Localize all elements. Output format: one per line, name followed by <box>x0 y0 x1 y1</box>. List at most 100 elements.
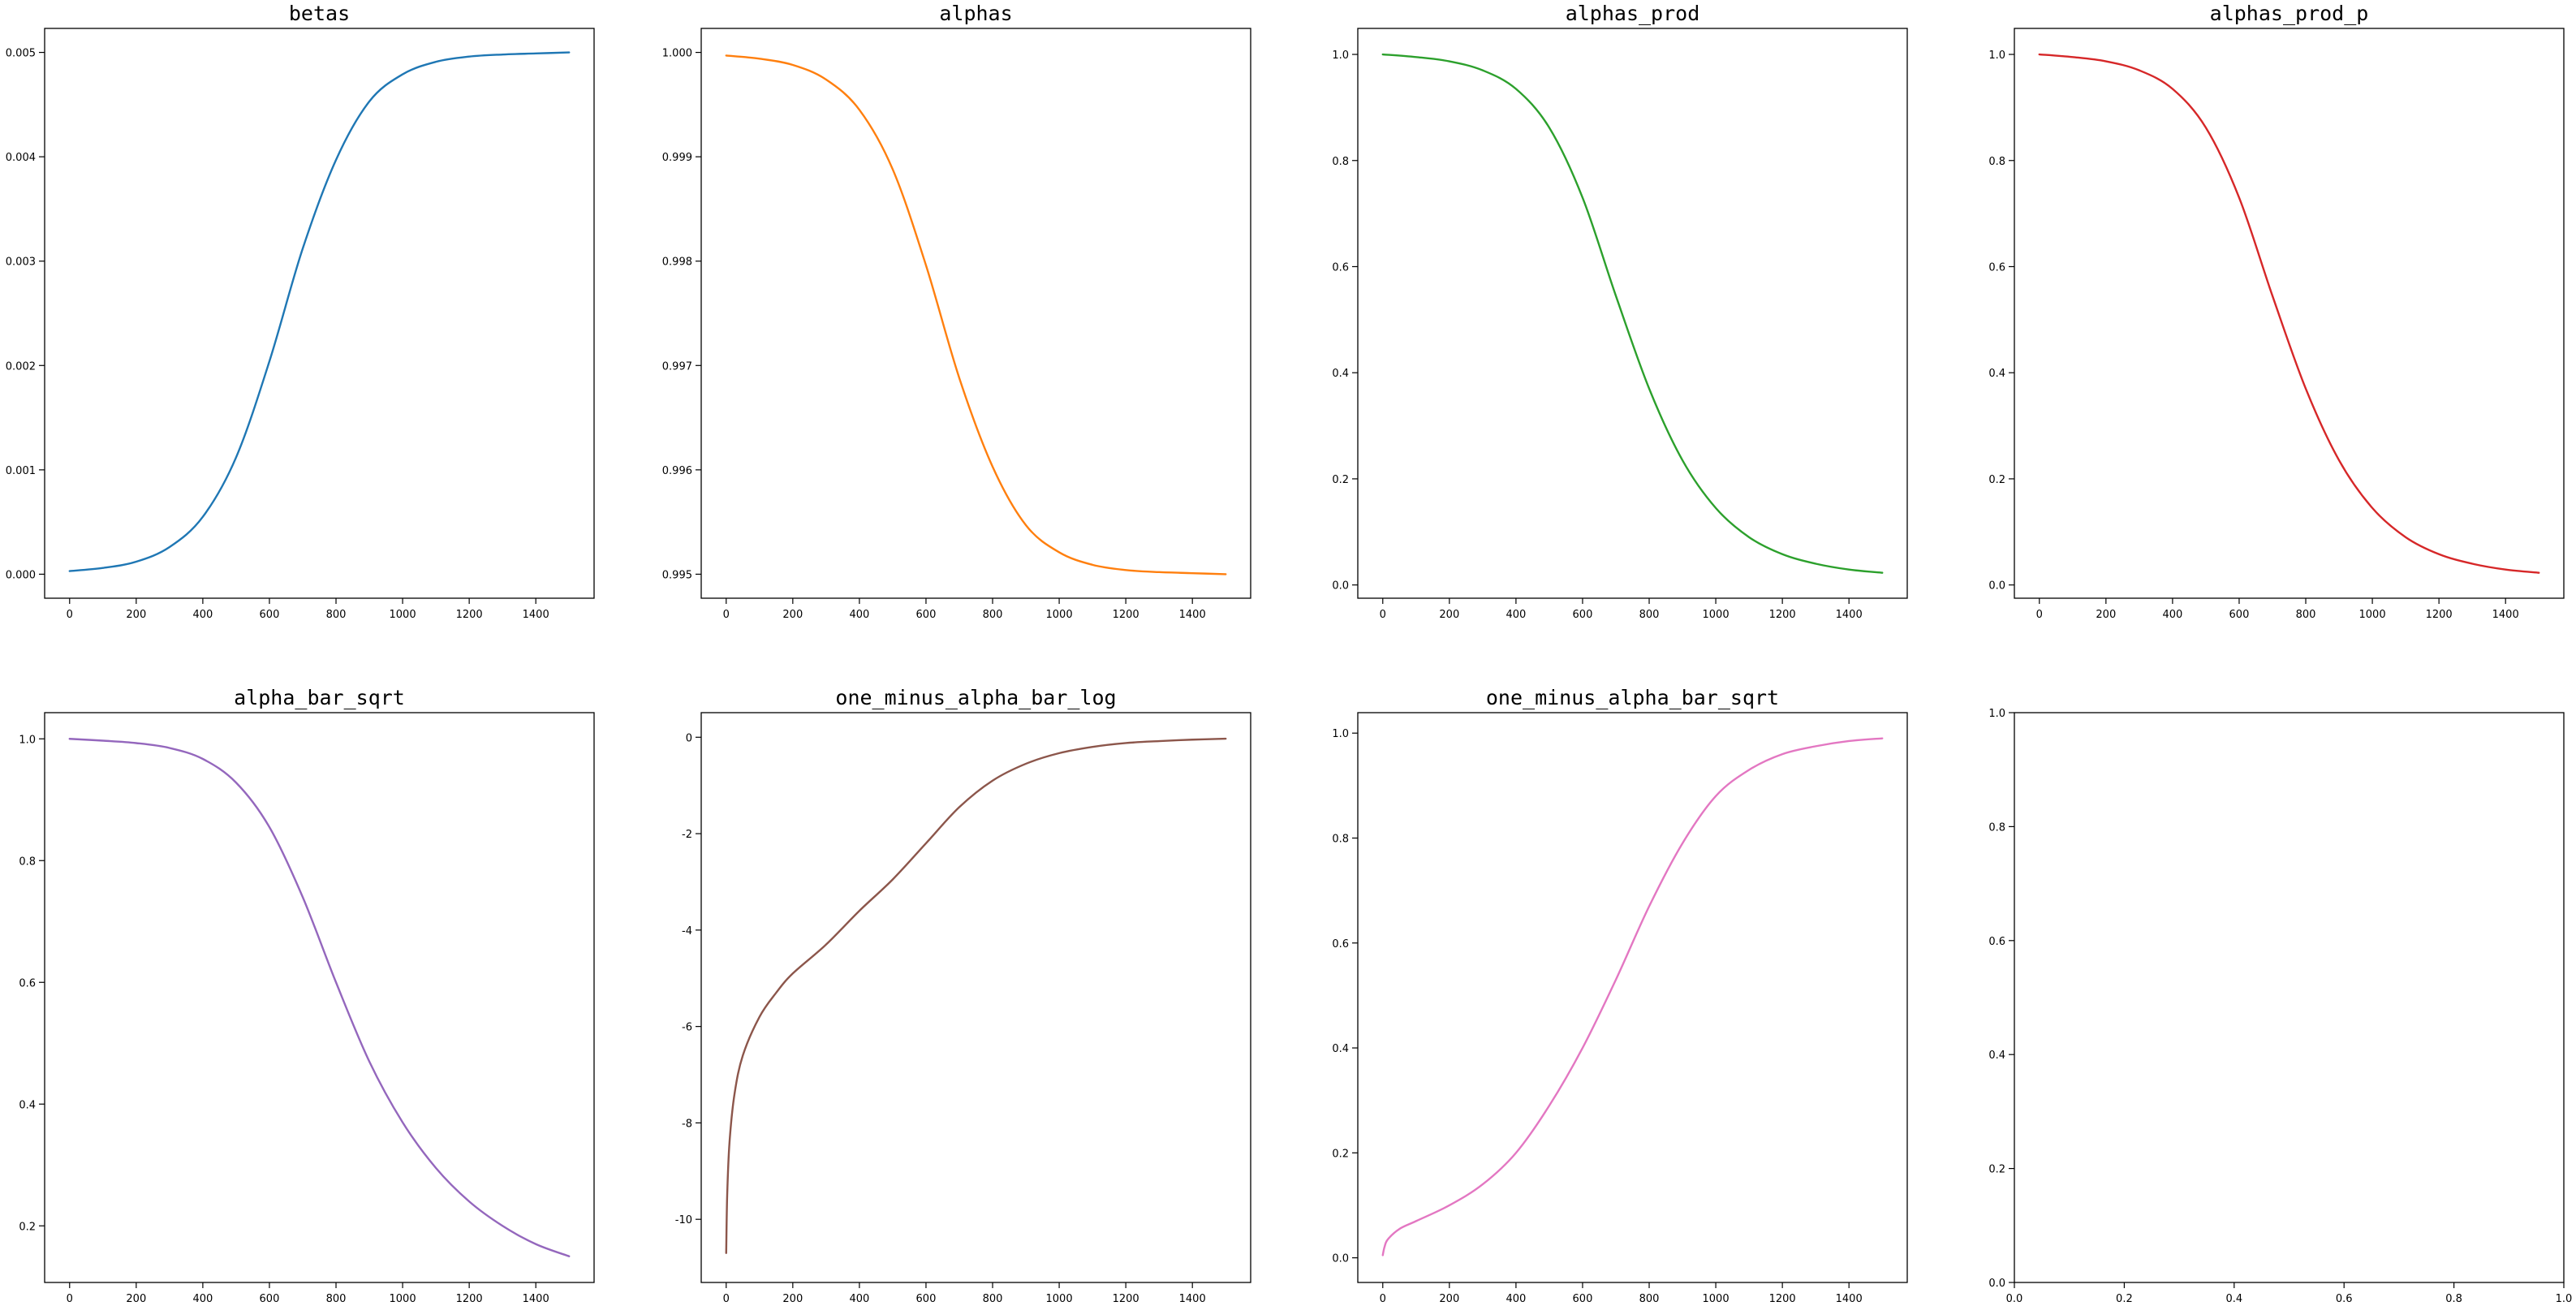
y-tick-label: 0.4 <box>1332 1043 1349 1055</box>
y-tick-label: 0.8 <box>1988 156 2005 168</box>
y-tick-label: 1.0 <box>19 734 36 746</box>
series-line <box>1381 53 1884 574</box>
y-tick-label: 0.004 <box>6 152 36 164</box>
y-tick-label: 0.005 <box>6 48 36 60</box>
subplot-2: alphas 0 200 400 600 800 1000 1200 1400 0.995 0.99… <box>662 2 1251 621</box>
y-tick-label: 0.4 <box>19 1099 36 1111</box>
y-tick-label: 0.6 <box>1988 936 2005 948</box>
x-tick-label: 0.0 <box>2006 1293 2023 1305</box>
subplot-4: alphas_prod_p 0 200 400 600 800 1000 1200 1400 0.… <box>1988 2 2565 621</box>
y-tick-label: 0.0 <box>1332 1253 1349 1265</box>
x-tick-label: 200 <box>1439 609 1459 621</box>
subplot-title: betas <box>289 2 350 25</box>
x-tick-label: 1.0 <box>2556 1293 2573 1305</box>
x-tick-label: 0 <box>723 609 730 621</box>
x-tick-label: 1200 <box>1113 1293 1139 1305</box>
x-tick-label: 0 <box>723 1293 730 1305</box>
y-tick-label: 0.003 <box>6 256 36 269</box>
x-tick-label: 200 <box>2096 609 2116 621</box>
x-tick-label: 1400 <box>1179 609 1206 621</box>
x-tick-label: 1200 <box>1769 1293 1796 1305</box>
y-tick-label: 0.0 <box>1332 580 1349 593</box>
x-tick-label: 1000 <box>1703 609 1730 621</box>
x-tick-label: 600 <box>2229 609 2250 621</box>
y-tick-label: 0.2 <box>19 1221 36 1233</box>
y-tick-label: 0.4 <box>1988 1050 2005 1062</box>
x-tick-label: 400 <box>1506 609 1526 621</box>
x-tick-label: 1000 <box>1046 609 1073 621</box>
x-tick-label: 0.4 <box>2225 1293 2242 1305</box>
x-tick-label: 1200 <box>1113 609 1139 621</box>
axes-frame <box>1357 28 1908 599</box>
y-tick-label: 1.0 <box>1332 728 1349 740</box>
x-tick-label: 1000 <box>1046 1293 1073 1305</box>
x-tick-label: 1400 <box>2492 609 2519 621</box>
x-tick-label: 1000 <box>2359 609 2386 621</box>
subplot-1: betas 0 200 400 600 800 1000 1200 1400 0.000 0.001… <box>6 2 595 621</box>
x-tick-label: 800 <box>326 609 347 621</box>
x-tick-label: 400 <box>192 609 213 621</box>
x-tick-label: 1400 <box>1179 1293 1206 1305</box>
axes-frame <box>44 712 595 1283</box>
y-tick-label: 0.002 <box>6 360 36 373</box>
y-tick-label: 1.0 <box>1988 50 2005 62</box>
y-tick-label: 0.6 <box>1332 261 1349 274</box>
x-tick-label: 800 <box>1639 609 1660 621</box>
y-tick-label: 0.8 <box>1332 833 1349 845</box>
subplot-7: one_minus_alpha_bar_sqrt 0 200 400 600 800 100… <box>1332 686 1908 1305</box>
x-tick-label: 1000 <box>1703 1293 1730 1305</box>
y-tick-label: -10 <box>675 1214 692 1226</box>
x-tick-label: 600 <box>916 1293 937 1305</box>
y-tick-label: 0.2 <box>1332 1148 1349 1160</box>
subplot-6: one_minus_alpha_bar_log 0 200 400 600 800 1000… <box>675 686 1251 1305</box>
y-tick-label: 0.6 <box>1988 261 2005 274</box>
y-tick-label: 0.6 <box>1332 938 1349 950</box>
subplot-title: alphas_prod_p <box>2210 2 2369 25</box>
x-tick-label: 600 <box>1573 1293 1593 1305</box>
y-tick-label: 0.8 <box>19 856 36 868</box>
x-tick-label: 1400 <box>1836 609 1863 621</box>
x-tick-label: 0.2 <box>2116 1293 2133 1305</box>
axes-frame <box>1357 712 1908 1283</box>
y-tick-label: -6 <box>682 1022 692 1034</box>
y-tick-label: 1.0 <box>1988 708 2005 720</box>
x-tick-label: 200 <box>782 1293 803 1305</box>
x-tick-label: 800 <box>983 1293 1003 1305</box>
y-tick-label: -2 <box>682 829 692 841</box>
x-tick-label: 0 <box>1380 1293 1386 1305</box>
x-tick-label: 0.6 <box>2336 1293 2353 1305</box>
x-tick-label: 1000 <box>390 1293 416 1305</box>
y-tick-label: 0.999 <box>662 152 692 164</box>
x-tick-label: 1400 <box>523 609 549 621</box>
x-tick-label: 600 <box>260 1293 280 1305</box>
x-tick-label: 200 <box>1439 1293 1459 1305</box>
x-tick-label: 800 <box>2296 609 2316 621</box>
y-tick-label: 0.8 <box>1988 821 2005 834</box>
y-tick-label: 0.996 <box>662 465 692 477</box>
x-tick-label: 1000 <box>390 609 416 621</box>
y-tick-label: 1.000 <box>662 48 692 60</box>
x-tick-label: 400 <box>849 609 869 621</box>
y-tick-label: -8 <box>682 1118 692 1130</box>
x-tick-label: 600 <box>1573 609 1593 621</box>
x-tick-label: 1400 <box>1836 1293 1863 1305</box>
series-line <box>725 737 1227 1254</box>
y-tick-label: 0.4 <box>1332 368 1349 380</box>
y-tick-label: 0.2 <box>1988 1164 2005 1176</box>
y-tick-label: 0.997 <box>662 360 692 373</box>
series-line <box>68 738 571 1257</box>
x-tick-label: 0 <box>67 1293 73 1305</box>
axes-frame <box>2014 28 2565 599</box>
y-tick-label: 0.8 <box>1332 156 1349 168</box>
series-line <box>2038 53 2540 574</box>
subplot-title: alphas_prod <box>1566 2 1700 25</box>
x-tick-label: 600 <box>916 609 937 621</box>
x-tick-label: 800 <box>326 1293 347 1305</box>
y-tick-label: 0.995 <box>662 569 692 581</box>
y-tick-label: 0.001 <box>6 465 36 477</box>
x-tick-label: 800 <box>983 609 1003 621</box>
x-tick-label: 600 <box>260 609 280 621</box>
x-tick-label: 0.8 <box>2445 1293 2462 1305</box>
x-tick-label: 800 <box>1639 1293 1660 1305</box>
